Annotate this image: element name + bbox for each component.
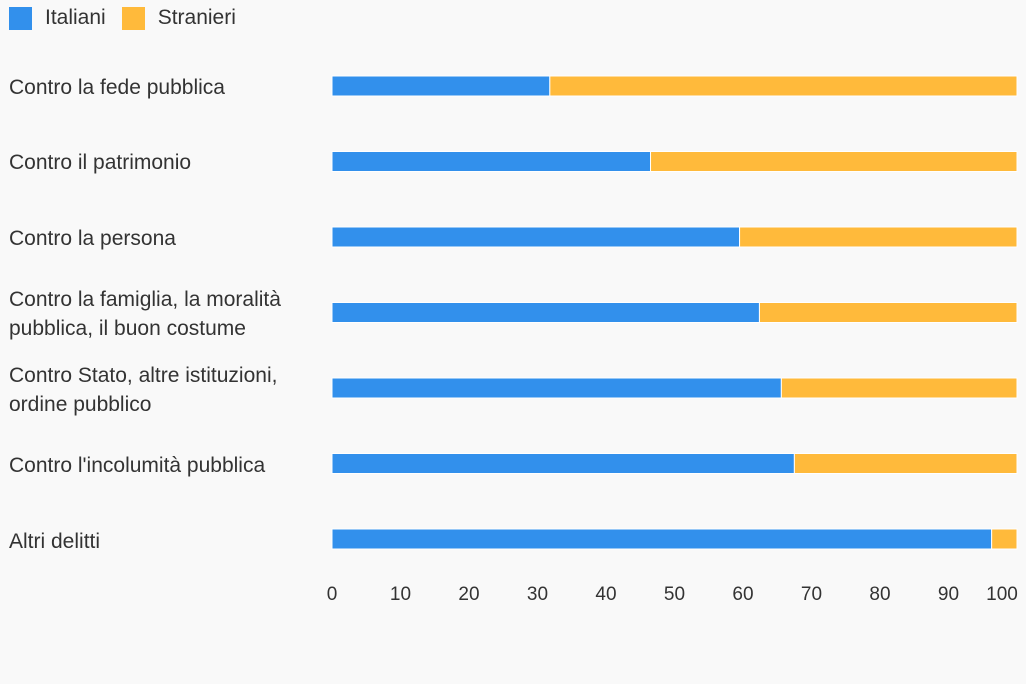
- category-label: Contro la famiglia, la moralità pubblica…: [9, 288, 281, 340]
- x-tick-label: 70: [800, 584, 823, 605]
- x-tick-label: 0: [326, 584, 338, 605]
- bar-stranieri[interactable]: [739, 226, 1018, 248]
- bar-italiani[interactable]: [331, 377, 782, 399]
- category-label: Contro il patrimonio: [9, 151, 192, 174]
- bar-italiani[interactable]: [331, 151, 652, 172]
- category-label: Contro Stato, altre istituzioni, ordine …: [9, 364, 278, 416]
- x-tick-label: 40: [595, 584, 617, 605]
- x-tick-label: 60: [732, 584, 754, 605]
- category-label: Contro la persona: [9, 227, 176, 250]
- bar-stranieri[interactable]: [758, 302, 1018, 323]
- x-tick-label: 10: [389, 584, 412, 605]
- bar-stranieri[interactable]: [793, 453, 1018, 474]
- legend-item-italiani[interactable]: Italiani: [9, 6, 106, 30]
- legend: Italiani Stranieri: [9, 6, 252, 30]
- category-label: Altri delitti: [9, 530, 101, 553]
- category-label: Contro la fede pubblica: [9, 76, 225, 99]
- bar-italiani[interactable]: [331, 528, 993, 550]
- x-tick-label: 30: [526, 584, 549, 605]
- x-tick-label: 80: [869, 584, 891, 605]
- bar-stranieri[interactable]: [780, 377, 1018, 399]
- x-tick-label: 90: [937, 584, 960, 605]
- x-tick-label: 20: [458, 584, 480, 605]
- bar-stranieri[interactable]: [650, 151, 1018, 172]
- x-tick-label: 100: [986, 584, 1018, 605]
- legend-item-stranieri[interactable]: Stranieri: [121, 6, 236, 30]
- category-label: Contro l'incolumità pubblica: [9, 454, 266, 477]
- legend-swatch-italiani: [9, 6, 32, 30]
- legend-swatch-stranieri: [121, 6, 145, 30]
- bar-italiani[interactable]: [331, 453, 795, 474]
- legend-label-stranieri: Stranieri: [157, 6, 236, 29]
- bar-italiani[interactable]: [331, 302, 760, 323]
- x-tick-label: 50: [663, 584, 686, 605]
- bar-italiani[interactable]: [331, 226, 741, 248]
- bar-stranieri[interactable]: [549, 75, 1018, 97]
- bar-italiani[interactable]: [331, 75, 551, 97]
- bar-stranieri[interactable]: [991, 528, 1018, 550]
- legend-label-italiani: Italiani: [45, 6, 106, 29]
